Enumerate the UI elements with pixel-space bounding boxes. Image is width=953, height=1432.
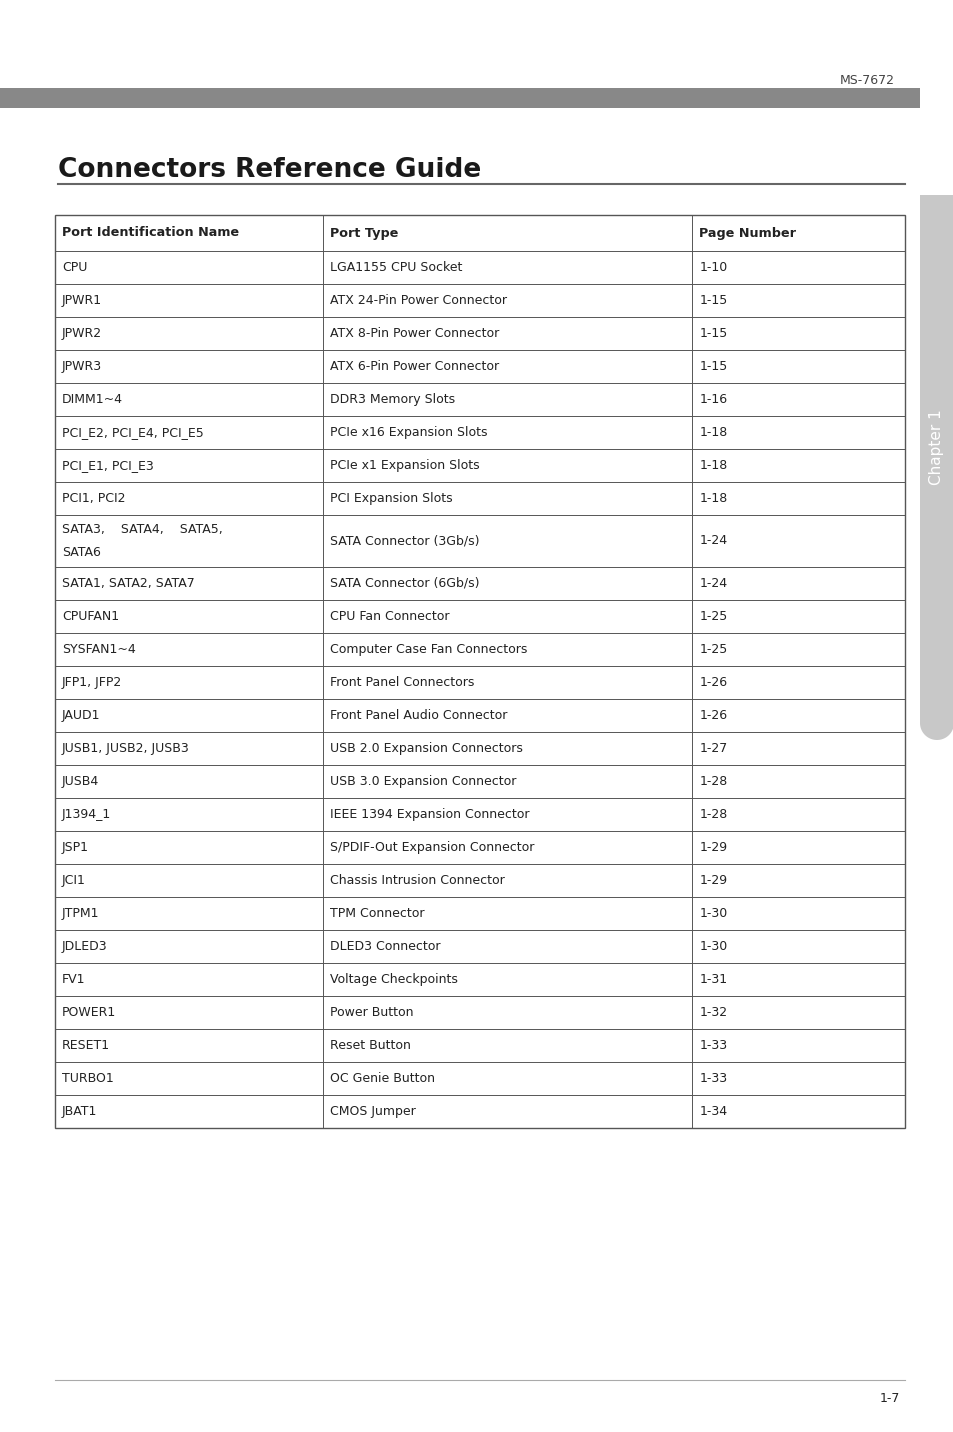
Text: PCIe x1 Expansion Slots: PCIe x1 Expansion Slots	[330, 460, 478, 473]
Text: SATA Connector (6Gb/s): SATA Connector (6Gb/s)	[330, 577, 478, 590]
Text: RESET1: RESET1	[62, 1040, 110, 1053]
Text: ATX 6-Pin Power Connector: ATX 6-Pin Power Connector	[330, 359, 498, 372]
Text: 1-25: 1-25	[699, 610, 727, 623]
Text: 1-29: 1-29	[699, 874, 727, 886]
Text: JFP1, JFP2: JFP1, JFP2	[62, 676, 122, 689]
Text: MS-7672: MS-7672	[840, 73, 894, 86]
Text: 1-26: 1-26	[699, 709, 727, 722]
Text: ATX 8-Pin Power Connector: ATX 8-Pin Power Connector	[330, 326, 498, 339]
Text: 1-33: 1-33	[699, 1073, 727, 1085]
Text: Voltage Checkpoints: Voltage Checkpoints	[330, 972, 457, 987]
Text: DIMM1~4: DIMM1~4	[62, 392, 123, 407]
Text: 1-25: 1-25	[699, 643, 727, 656]
Text: JDLED3: JDLED3	[62, 939, 108, 954]
Text: Chapter 1: Chapter 1	[928, 410, 943, 485]
Text: JBAT1: JBAT1	[62, 1106, 97, 1118]
Text: JPWR2: JPWR2	[62, 326, 102, 339]
Text: 1-32: 1-32	[699, 1007, 727, 1020]
Text: 1-16: 1-16	[699, 392, 727, 407]
Text: Computer Case Fan Connectors: Computer Case Fan Connectors	[330, 643, 527, 656]
Text: 1-26: 1-26	[699, 676, 727, 689]
Text: SATA Connector (3Gb/s): SATA Connector (3Gb/s)	[330, 534, 478, 547]
Text: Chassis Intrusion Connector: Chassis Intrusion Connector	[330, 874, 504, 886]
Text: Front Panel Connectors: Front Panel Connectors	[330, 676, 474, 689]
Text: 1-30: 1-30	[699, 939, 727, 954]
Text: PCI_E2, PCI_E4, PCI_E5: PCI_E2, PCI_E4, PCI_E5	[62, 425, 204, 440]
Text: JCI1: JCI1	[62, 874, 86, 886]
Text: DLED3 Connector: DLED3 Connector	[330, 939, 439, 954]
Text: CMOS Jumper: CMOS Jumper	[330, 1106, 416, 1118]
Text: 1-24: 1-24	[699, 577, 727, 590]
Bar	[919, 195, 953, 723]
Text: 1-24: 1-24	[699, 534, 727, 547]
Text: IEEE 1394 Expansion Connector: IEEE 1394 Expansion Connector	[330, 808, 529, 821]
Text: 1-18: 1-18	[699, 493, 727, 505]
Text: JAUD1: JAUD1	[62, 709, 100, 722]
Text: JUSB4: JUSB4	[62, 775, 99, 788]
Text: TURBO1: TURBO1	[62, 1073, 113, 1085]
Text: Reset Button: Reset Button	[330, 1040, 410, 1053]
Text: 1-27: 1-27	[699, 742, 727, 755]
Text: 1-33: 1-33	[699, 1040, 727, 1053]
Text: Page Number: Page Number	[699, 226, 796, 239]
Text: CPUFAN1: CPUFAN1	[62, 610, 119, 623]
Text: Power Button: Power Button	[330, 1007, 413, 1020]
Text: JUSB1, JUSB2, JUSB3: JUSB1, JUSB2, JUSB3	[62, 742, 190, 755]
Text: CPU: CPU	[62, 261, 88, 274]
Text: 1-28: 1-28	[699, 808, 727, 821]
Polygon shape	[919, 723, 953, 740]
Text: SATA6: SATA6	[62, 546, 101, 558]
Text: LGA1155 CPU Socket: LGA1155 CPU Socket	[330, 261, 461, 274]
Text: 1-18: 1-18	[699, 425, 727, 440]
Text: 1-15: 1-15	[699, 326, 727, 339]
Text: SYSFAN1~4: SYSFAN1~4	[62, 643, 135, 656]
Text: PCI Expansion Slots: PCI Expansion Slots	[330, 493, 452, 505]
Text: CPU Fan Connector: CPU Fan Connector	[330, 610, 449, 623]
Text: 1-15: 1-15	[699, 359, 727, 372]
Text: 1-34: 1-34	[699, 1106, 727, 1118]
Text: JPWR3: JPWR3	[62, 359, 102, 372]
Text: PCI_E1, PCI_E3: PCI_E1, PCI_E3	[62, 460, 153, 473]
Text: SATA1, SATA2, SATA7: SATA1, SATA2, SATA7	[62, 577, 194, 590]
Text: POWER1: POWER1	[62, 1007, 116, 1020]
Text: TPM Connector: TPM Connector	[330, 906, 424, 919]
Text: S/PDIF-Out Expansion Connector: S/PDIF-Out Expansion Connector	[330, 841, 534, 853]
Text: SATA3,    SATA4,    SATA5,: SATA3, SATA4, SATA5,	[62, 523, 222, 536]
Text: JSP1: JSP1	[62, 841, 89, 853]
Text: Port Type: Port Type	[330, 226, 397, 239]
Bar	[55, 215, 904, 1128]
Text: DDR3 Memory Slots: DDR3 Memory Slots	[330, 392, 455, 407]
Text: ATX 24-Pin Power Connector: ATX 24-Pin Power Connector	[330, 294, 506, 306]
Text: Port Identification Name: Port Identification Name	[62, 226, 239, 239]
Text: FV1: FV1	[62, 972, 86, 987]
Text: J1394_1: J1394_1	[62, 808, 112, 821]
Text: PCIe x16 Expansion Slots: PCIe x16 Expansion Slots	[330, 425, 487, 440]
Text: 1-28: 1-28	[699, 775, 727, 788]
Text: PCI1, PCI2: PCI1, PCI2	[62, 493, 126, 505]
Text: JTPM1: JTPM1	[62, 906, 99, 919]
Text: USB 3.0 Expansion Connector: USB 3.0 Expansion Connector	[330, 775, 516, 788]
Text: 1-18: 1-18	[699, 460, 727, 473]
Text: 1-30: 1-30	[699, 906, 727, 919]
Text: 1-31: 1-31	[699, 972, 727, 987]
Text: 1-29: 1-29	[699, 841, 727, 853]
Text: 1-10: 1-10	[699, 261, 727, 274]
Text: JPWR1: JPWR1	[62, 294, 102, 306]
Text: Connectors Reference Guide: Connectors Reference Guide	[58, 158, 480, 183]
Text: 1-7: 1-7	[879, 1392, 899, 1405]
Text: OC Genie Button: OC Genie Button	[330, 1073, 435, 1085]
Text: USB 2.0 Expansion Connectors: USB 2.0 Expansion Connectors	[330, 742, 522, 755]
Text: 1-15: 1-15	[699, 294, 727, 306]
Text: Front Panel Audio Connector: Front Panel Audio Connector	[330, 709, 507, 722]
Bar	[0, 87, 919, 107]
